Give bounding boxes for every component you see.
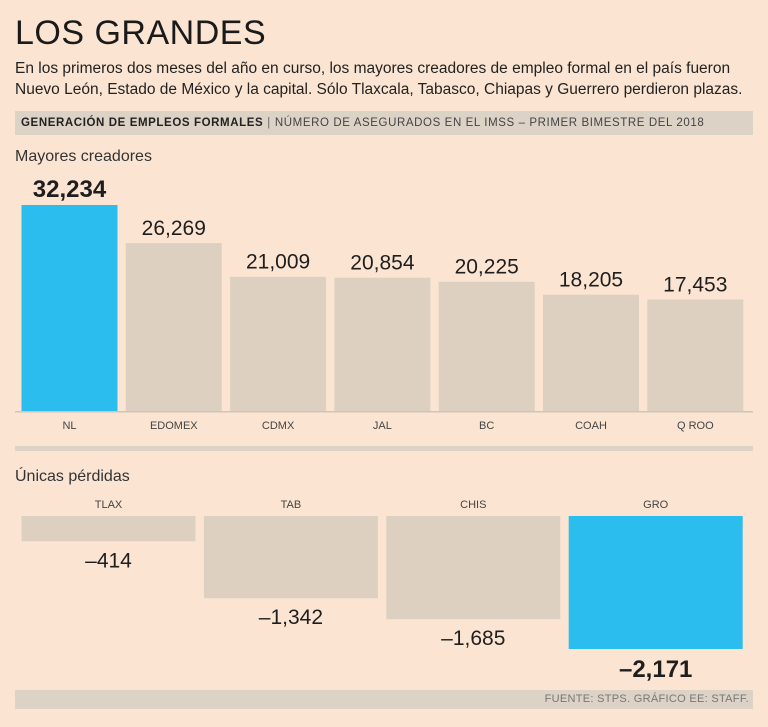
x-tick-label: Q ROO (677, 420, 714, 432)
x-tick-label: COAH (575, 420, 607, 432)
chart-subtitle: En los primeros dos meses del año en cur… (15, 60, 743, 98)
data-label: –414 (85, 549, 132, 572)
data-label: –1,342 (259, 606, 323, 629)
data-label: 20,225 (455, 256, 519, 279)
data-label: –1,685 (441, 627, 505, 650)
header-right: NÚMERO DE ASEGURADOS EN EL IMSS – PRIMER… (274, 117, 705, 129)
header-separator: | (267, 117, 271, 129)
bar-gro (568, 516, 743, 649)
source-note: FUENTE: STPS. GRÁFICO EE: STAFF. (15, 690, 753, 709)
bar-edomex (125, 243, 222, 411)
chart-header-band: GENERACIÓN DE EMPLEOS FORMALES | NÚMERO DE… (15, 111, 753, 135)
x-tick-label: CDMX (262, 420, 295, 432)
x-tick-label: TLAX (95, 499, 123, 511)
data-label: 32,234 (33, 176, 107, 203)
bar-tlax (21, 516, 196, 542)
bar-bc (438, 281, 535, 411)
baseline-top (15, 411, 753, 413)
x-tick-label: CHIS (460, 499, 486, 511)
bar-chis (386, 516, 561, 620)
data-label: 21,009 (246, 251, 310, 274)
source-text: FUENTE: STPS. GRÁFICO EE: STAFF. (544, 693, 749, 705)
bar-q-roo (647, 299, 744, 411)
data-label: –2,171 (619, 656, 692, 683)
x-tick-label: NL (62, 420, 76, 432)
x-tick-label: JAL (373, 420, 392, 432)
data-label: 17,453 (663, 273, 727, 296)
chart-title: LOS GRANDES (15, 14, 267, 52)
x-tick-label: GRO (643, 499, 669, 511)
header-left: GENERACIÓN DE EMPLEOS FORMALES (21, 117, 264, 129)
section-title-losses: Únicas pérdidas (15, 468, 130, 485)
data-label: 20,854 (350, 252, 415, 275)
bar-coah (543, 294, 639, 411)
bar-cdmx (230, 276, 327, 411)
bar-jal (334, 277, 431, 411)
bar-nl (21, 205, 118, 411)
x-tick-label: EDOMEX (150, 420, 198, 432)
x-tick-label: TAB (281, 499, 302, 511)
section-title-creators: Mayores creadores (15, 148, 152, 165)
section-divider (15, 446, 753, 451)
data-label: 18,205 (559, 269, 623, 292)
data-label: 26,269 (142, 217, 206, 240)
bar-tab (203, 516, 378, 599)
x-tick-label: BC (479, 420, 494, 432)
